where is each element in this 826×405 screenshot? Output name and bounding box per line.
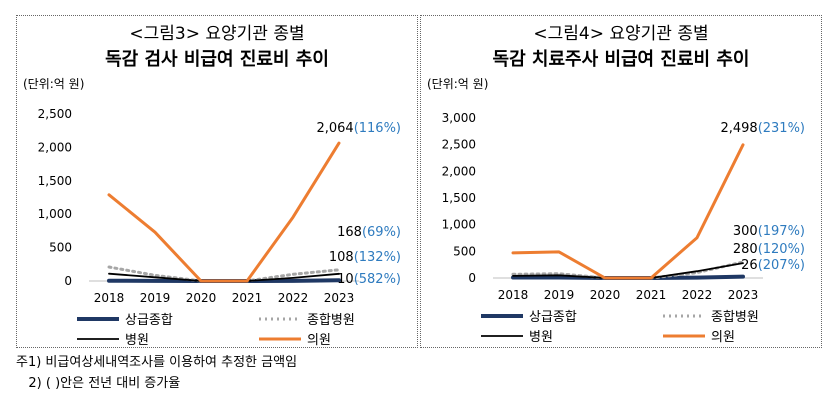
data-label: 2,498(231%) [720,121,805,136]
y-tick-label: 2,000 [442,164,476,178]
x-tick-label: 2019 [544,288,575,302]
data-label: 26(207%) [741,258,805,273]
y-tick-label: 0 [468,271,476,285]
y-tick-label: 1,500 [38,174,72,188]
y-tick-label: 2,000 [38,140,72,154]
x-tick-label: 2022 [278,291,309,305]
footnotes: 주1) 비급여상세내역조사를 이용하여 추정한 금액임 2) ( )안은 전년 … [16,352,297,394]
chart1-title-line1: <그림3> 요양기관 종별 [129,24,305,44]
data-label: 168(69%) [337,225,401,240]
data-label: 10(582%) [337,272,401,287]
y-tick-label: 2,500 [442,138,476,152]
legend-label: 종합병원 [711,310,759,325]
chart1-title-line2: 독감 검사 비급여 진료비 추이 [105,49,329,70]
data-label: 300(197%) [733,224,805,239]
x-tick-label: 2018 [498,288,529,302]
x-tick-label: 2021 [232,291,263,305]
footnote-1: 주1) 비급여상세내역조사를 이용하여 추정한 금액임 [16,355,298,370]
y-tick-label: 3,000 [442,111,476,125]
chart2-unit-label: (단위:억 원) [427,77,489,91]
x-tick-label: 2020 [186,291,217,305]
chart2-title-line2: 독감 치료주사 비급여 진료비 추이 [492,49,750,70]
legend-label: 상급종합 [529,310,577,325]
data-label: 280(120%) [733,242,805,257]
data-label: 108(132%) [329,250,401,265]
chart-panel-1: <그림3> 요양기관 종별 독감 검사 비급여 진료비 추이 (단위:억 원) … [16,15,418,348]
chart2-title-line1: <그림4> 요양기관 종별 [533,24,709,44]
x-tick-label: 2019 [140,291,171,305]
x-tick-label: 2021 [636,288,667,302]
chart1-unit-label: (단위:억 원) [23,77,85,91]
legend-label: 상급종합 [125,313,173,328]
y-tick-label: 1,000 [38,207,72,221]
y-tick-label: 0 [64,274,72,288]
legend-label: 종합병원 [307,313,355,328]
legend-label: 병원 [125,333,149,348]
legend-label: 의원 [307,333,331,348]
x-tick-label: 2020 [590,288,621,302]
x-tick-label: 2023 [728,288,759,302]
legend-label: 병원 [529,330,553,345]
x-tick-label: 2022 [682,288,713,302]
x-tick-label: 2023 [324,291,355,305]
y-tick-label: 500 [49,241,72,255]
series-line-4 [107,141,341,283]
chart-panel-2: <그림4> 요양기관 종별 독감 치료주사 비급여 진료비 추이 (단위:억 원… [420,15,822,348]
chart1-plot: 0 500 1,000 1,500 2,000 2,500 2018 2019 2020 2021… [38,107,401,348]
y-tick-label: 1,500 [442,191,476,205]
chart2-plot: 0 500 1,000 1,500 2,000 2,500 3,000 2018 2019 202… [442,111,805,345]
series-line-4 [511,143,745,280]
y-tick-label: 500 [453,244,476,258]
y-tick-label: 2,500 [38,107,72,121]
data-label: 2,064(116%) [316,121,401,136]
legend-label: 의원 [711,330,735,345]
x-tick-label: 2018 [94,291,125,305]
footnote-2: 2) ( )안은 전년 대비 증가율 [16,376,181,391]
y-tick-label: 1,000 [442,218,476,232]
